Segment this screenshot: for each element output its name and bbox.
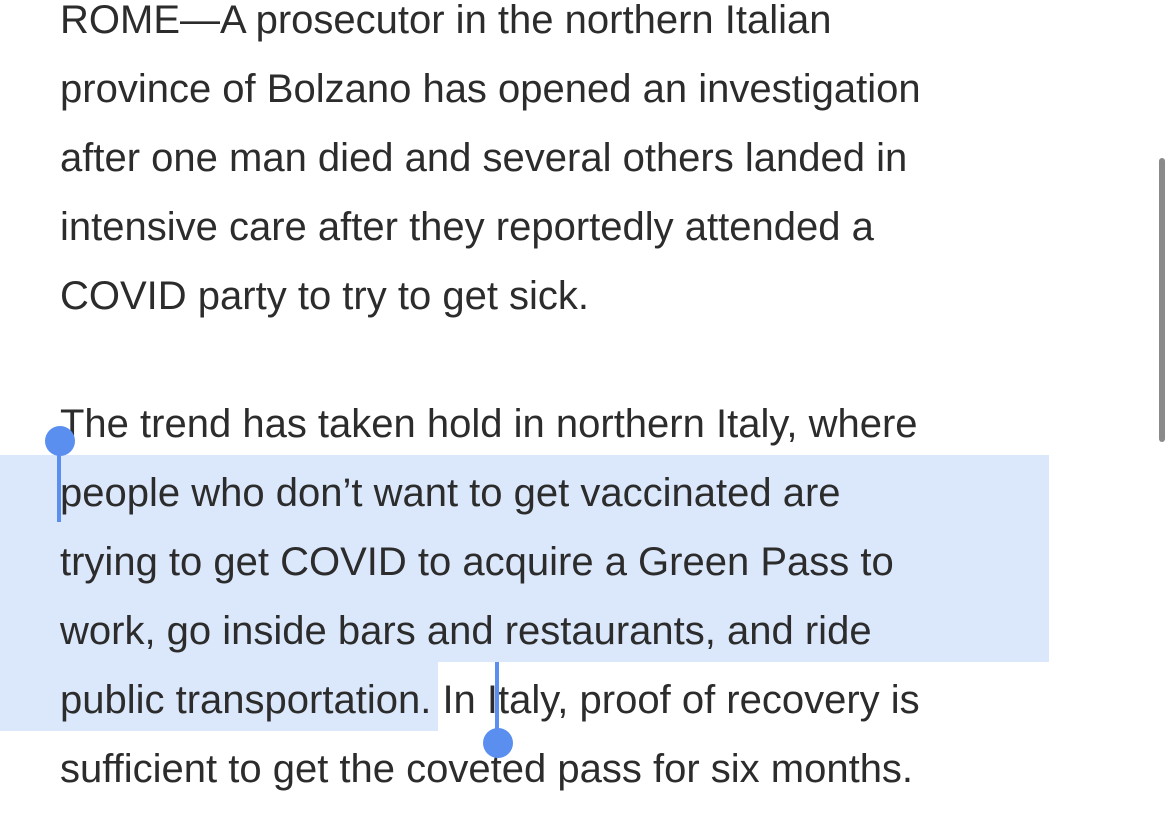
text-selection-highlight-end: [0, 662, 438, 731]
unselected-text-segment[interactable]: . In Italy, proof of recovery is: [420, 678, 920, 722]
paragraph-2-line-2-selected[interactable]: people who don’t want to get vaccinated …: [60, 471, 841, 515]
text-selection-highlight: [0, 455, 1049, 662]
selection-end-handle-bar[interactable]: [495, 662, 499, 742]
selection-start-handle-knob[interactable]: [45, 426, 75, 456]
paragraph-2: The trend has taken hold in northern Ita…: [60, 390, 920, 804]
paragraph-2-line-5[interactable]: public transportation. In Italy, proof o…: [60, 666, 920, 735]
paragraph-1: ROME—A prosecutor in the northern Italia…: [60, 0, 921, 331]
selected-text-end-segment[interactable]: public transportation: [60, 678, 421, 722]
paragraph-2-line-1[interactable]: The trend has taken hold in northern Ita…: [60, 402, 918, 446]
paragraph-2-line-4-selected[interactable]: work, go inside bars and restaurants, an…: [60, 609, 872, 653]
vertical-scrollbar[interactable]: [1159, 158, 1165, 442]
paragraph-1-line-4: intensive care after they reportedly att…: [60, 205, 874, 249]
paragraph-2-line-3-selected[interactable]: trying to get COVID to acquire a Green P…: [60, 540, 894, 584]
paragraph-1-line-2: province of Bolzano has opened an invest…: [60, 67, 921, 111]
paragraph-1-line-1: ROME—A prosecutor in the northern Italia…: [60, 0, 832, 42]
selection-start-handle-bar[interactable]: [57, 444, 61, 522]
paragraph-2-line-6[interactable]: sufficient to get the coveted pass for s…: [60, 747, 914, 791]
selection-end-handle-knob[interactable]: [483, 728, 513, 758]
paragraph-1-line-3: after one man died and several others la…: [60, 136, 908, 180]
paragraph-1-line-5: COVID party to try to get sick.: [60, 274, 590, 318]
